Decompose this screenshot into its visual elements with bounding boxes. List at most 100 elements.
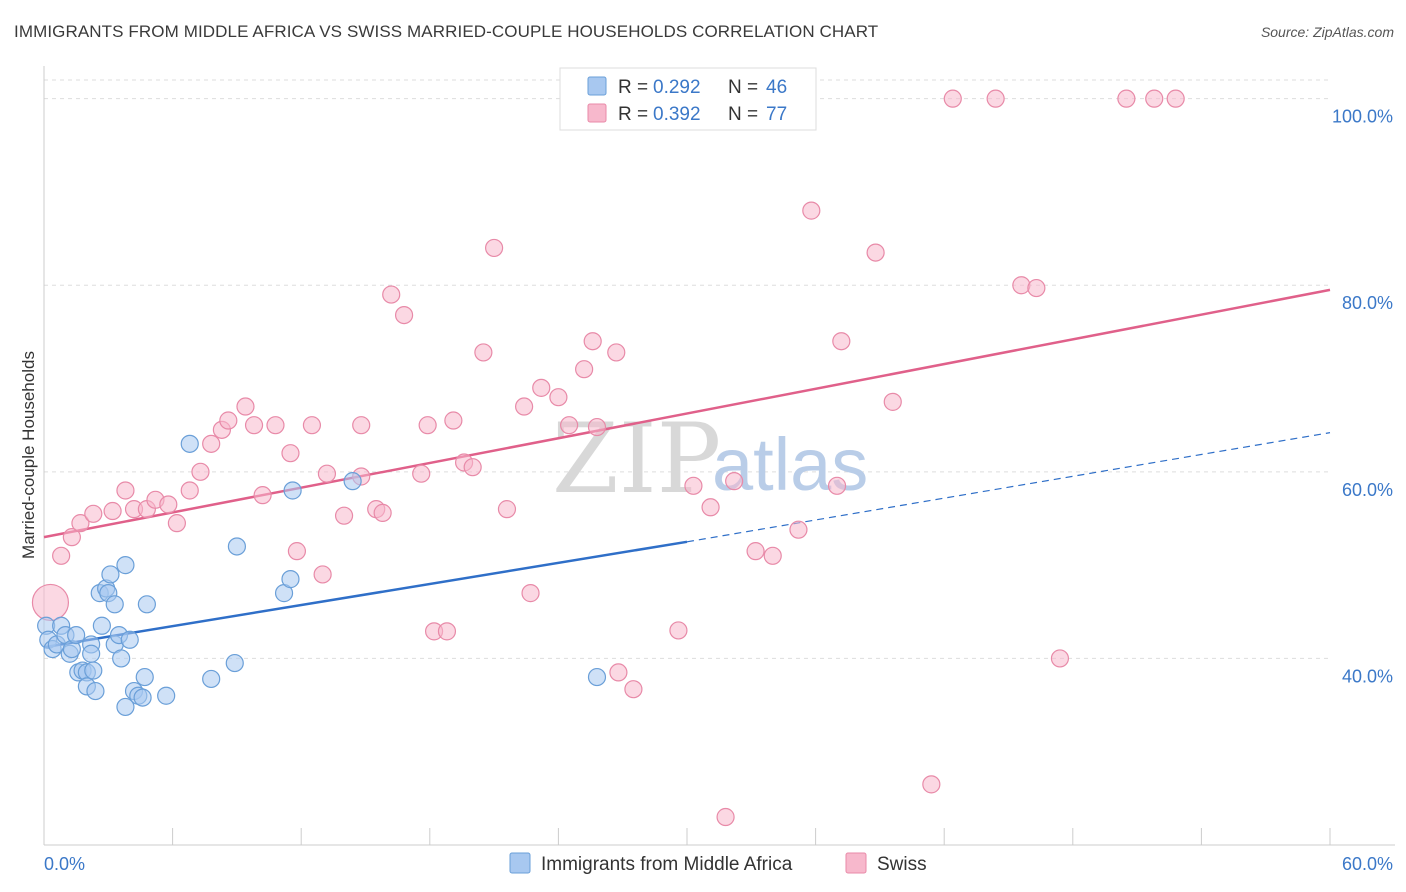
swiss-point [412,464,431,483]
swiss-point [1117,89,1136,108]
middle-africa-point [587,667,607,687]
middle-africa-point [157,686,176,705]
swiss-point [313,565,332,584]
swiss-point [167,514,186,533]
middle-africa-point [86,681,105,701]
axes [43,66,1395,846]
swiss-point [474,343,493,362]
x-tick-label: 0.0% [44,854,85,874]
swiss-point [549,388,568,407]
swiss-point [31,583,70,622]
series-legend-label-pink: Swiss [877,854,927,875]
x-tick-label: 60.0% [1342,854,1393,874]
swiss-point [1050,649,1070,668]
swiss-point [763,546,782,565]
middle-africa-point [202,669,221,689]
swiss-point [866,243,885,262]
legend-r-value-pink: 0.392 [653,104,701,125]
swiss-point [394,305,414,325]
y-tick-label: 40.0% [1342,666,1393,686]
source-credit: Source: ZipAtlas.com [1260,24,1394,40]
swiss-point [802,201,821,220]
middle-africa-point [105,595,124,614]
legend-n-label-blue: N = [728,77,758,98]
swiss-point [191,462,210,481]
y-tick-label: 80.0% [1342,293,1393,313]
swiss-point [725,472,744,491]
middle-africa-point [92,616,111,635]
swiss-point [532,378,551,397]
legend-r-label-pink: R = [618,104,648,125]
middle-africa-points [37,434,607,717]
swiss-point [746,542,765,561]
middle-africa-point [180,434,199,453]
middle-africa-point [116,697,135,717]
swiss-point [583,332,602,351]
swiss-point [352,416,371,435]
middle-africa-point [227,537,246,556]
swiss-point [266,416,285,435]
swiss-point [922,775,941,794]
swiss-point [521,584,540,603]
swiss-point [515,397,534,416]
swiss-point [684,476,703,495]
swiss-point [159,495,178,514]
swiss-point [609,663,628,682]
y-tick-labels: 40.0% 60.0% 80.0% 100.0% [1332,107,1393,687]
legend-n-value-blue: 46 [766,77,787,98]
chart-title: IMMIGRANTS FROM MIDDLE AFRICA VS SWISS M… [14,22,879,41]
swiss-point [497,500,517,519]
swiss-point [789,520,808,539]
swiss-point [244,416,264,435]
swiss-point [701,498,720,517]
swiss-point [986,89,1005,108]
swiss-point [202,434,221,453]
y-axis-label: Married-couple Households [19,351,38,559]
middle-africa-point [137,595,156,614]
middle-africa-point [82,644,101,663]
y-tick-label: 60.0% [1342,480,1393,500]
series-legend: Immigrants from Middle Africa Swiss [509,852,927,875]
middle-africa-point [283,481,302,500]
middle-africa-point [225,653,244,673]
legend-n-value-pink: 77 [766,104,787,125]
x-tick-labels: 0.0% 60.0% [44,854,1393,874]
middle-africa-point [281,570,300,589]
swiss-point [382,285,401,304]
swiss-point [302,416,322,435]
swiss-point [444,411,463,430]
swiss-point [943,89,962,108]
swiss-point [103,501,122,521]
middle-africa-point [120,630,139,649]
middle-africa-point [116,556,135,575]
swiss-point [71,514,90,533]
swiss-point [560,416,579,435]
swiss-point [287,542,307,561]
gridlines [44,79,1330,659]
middle-africa-point [67,625,86,645]
swiss-point [437,622,457,641]
swiss-point [219,411,238,430]
swiss-point [52,546,71,565]
swiss-point [334,506,354,525]
swiss-point [317,464,337,483]
watermark: ZIP atlas [552,403,868,515]
swiss-points [31,89,1185,827]
swiss-point [832,332,851,351]
swiss-point [463,458,482,477]
swiss-point [827,476,847,495]
swiss-point [669,621,688,640]
swiss-point [1012,276,1031,295]
y-tick-label: 100.0% [1332,107,1393,127]
middle-africa-point [84,661,103,680]
middle-africa-point [343,472,362,491]
middle-africa-point [135,667,154,687]
swiss-point [62,528,81,547]
stats-legend: R = 0.292 N = 46 R = 0.392 N = 77 [559,67,817,131]
swiss-point [253,486,272,505]
swiss-point [485,238,504,258]
swiss-point [84,504,103,523]
middle-africa-point [101,565,120,584]
swiss-point [716,807,735,827]
